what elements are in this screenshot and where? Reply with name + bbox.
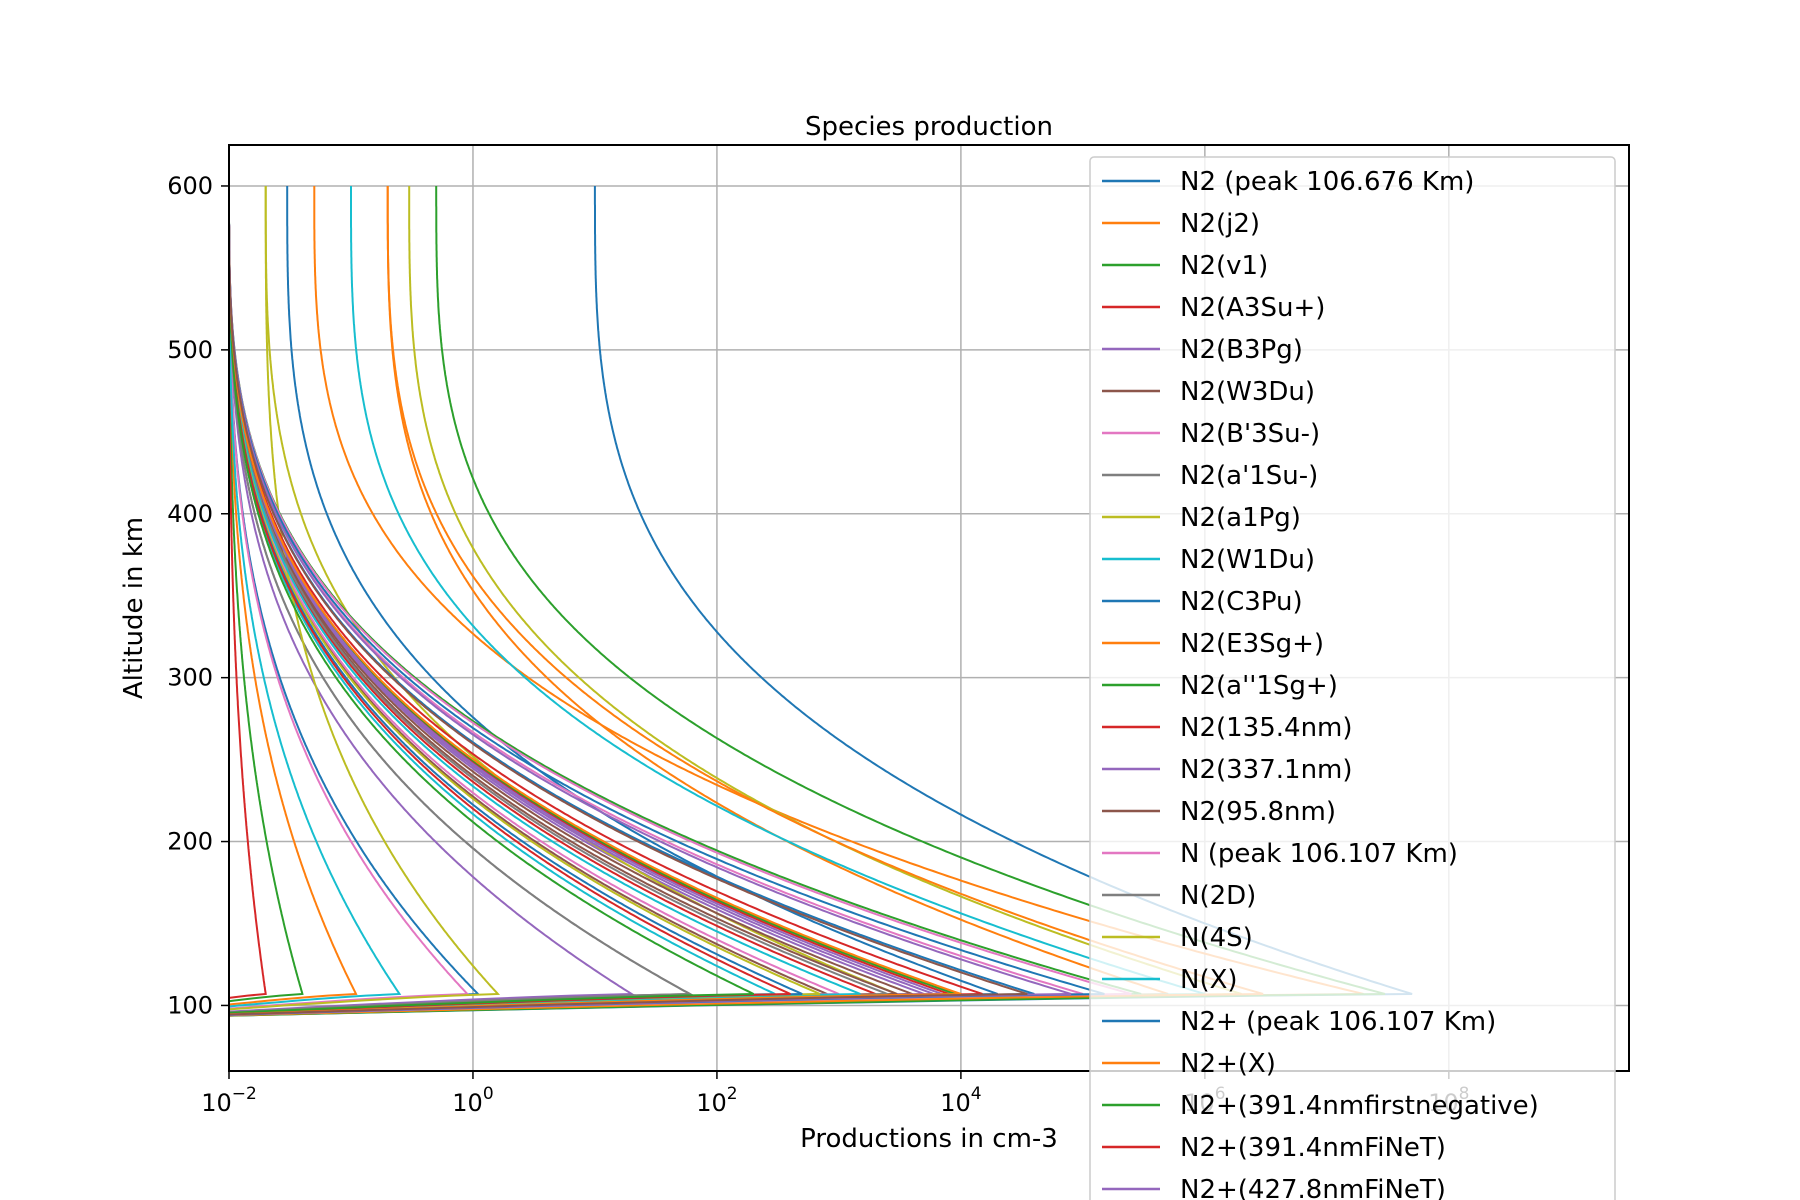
y-axis-label: Altitude in km xyxy=(119,517,149,699)
y-tick-label: 100 xyxy=(167,991,213,1019)
legend-entry: N(2D) xyxy=(1180,881,1256,911)
series-line xyxy=(229,186,828,1015)
series-line xyxy=(229,186,998,1016)
legend-entry: N2+(391.4nmFiNeT) xyxy=(1180,1133,1446,1163)
legend-entry: N (peak 106.107 Km) xyxy=(1180,839,1458,869)
extra-series-line xyxy=(229,186,962,1016)
extra-series-line xyxy=(229,186,1028,1016)
series-line xyxy=(229,186,470,1010)
legend-entry: N2(W1Du) xyxy=(1180,545,1315,575)
legend-entry: N2(95.8nm) xyxy=(1180,797,1336,827)
x-tick-label: 104 xyxy=(940,1084,981,1117)
legend-entry: N(X) xyxy=(1180,965,1238,995)
legend-entry: N2+ (peak 106.107 Km) xyxy=(1180,1007,1496,1037)
extra-series-line xyxy=(229,186,1072,1016)
series-line xyxy=(229,186,635,1013)
legend-entry: N2(135.4nm) xyxy=(1180,713,1353,743)
legend-entry: N2(W3Du) xyxy=(1180,377,1315,407)
series-line xyxy=(229,186,898,1015)
extra-series-line xyxy=(229,186,791,1015)
x-axis-label: Productions in cm-3 xyxy=(800,1124,1058,1154)
legend-box xyxy=(1089,156,1616,1200)
legend-entry: N2(B3Pg) xyxy=(1180,335,1303,365)
legend-entry: N2(a1Pg) xyxy=(1180,503,1301,533)
legend-entry: N2(a'1Su-) xyxy=(1180,461,1318,491)
y-tick-label: 300 xyxy=(167,664,213,692)
legend-entry: N2(B'3Su-) xyxy=(1180,419,1320,449)
chart-title: Species production xyxy=(805,112,1053,142)
y-tick-label: 200 xyxy=(167,828,213,856)
extra-series-line xyxy=(229,186,1264,1017)
legend-entry: N2(a''1Sg+) xyxy=(1180,671,1338,701)
legend-entry: N2(v1) xyxy=(1180,251,1268,281)
y-tick-label: 400 xyxy=(167,500,213,528)
legend-entry: N2+(391.4nmfirstnegative) xyxy=(1180,1091,1539,1121)
legend-entry: N2(E3Sg+) xyxy=(1180,629,1324,659)
x-tick-label: 102 xyxy=(696,1084,737,1117)
plot-frame xyxy=(228,144,1630,1072)
series-line xyxy=(229,186,1386,1017)
extra-series-line xyxy=(229,186,1242,1017)
extra-series-line xyxy=(229,186,888,1015)
extra-series-line xyxy=(229,186,755,1014)
y-tick-label: 500 xyxy=(167,336,213,364)
series-line xyxy=(229,186,1142,1017)
x-tick-label: 100 xyxy=(452,1084,493,1117)
y-tick-label: 600 xyxy=(167,172,213,200)
extra-series-line xyxy=(229,186,821,1015)
legend-entry: N2(A3Su+) xyxy=(1180,293,1325,323)
series-line xyxy=(229,186,1364,1017)
legend-entry: N2+(427.8nmFiNeT) xyxy=(1180,1175,1446,1200)
legend-entry: N2(337.1nm) xyxy=(1180,755,1353,785)
extra-series-line xyxy=(229,186,861,1015)
plot-lines xyxy=(229,186,1413,1017)
legend-entry: N2 (peak 106.676 Km) xyxy=(1180,167,1474,197)
legend: N2 (peak 106.676 Km) N2(j2) N2(v1) N2(A3Su+… xyxy=(1089,156,1616,1200)
legend-entry: N2+(X) xyxy=(1180,1049,1276,1079)
legend-entry: N(4S) xyxy=(1180,923,1253,953)
extra-series-line xyxy=(229,186,1206,1017)
legend-entry: N2(j2) xyxy=(1180,209,1260,239)
legend-entry: N2(C3Pu) xyxy=(1180,587,1303,617)
series-line xyxy=(229,186,501,1011)
x-tick-label: 10−2 xyxy=(201,1084,257,1117)
